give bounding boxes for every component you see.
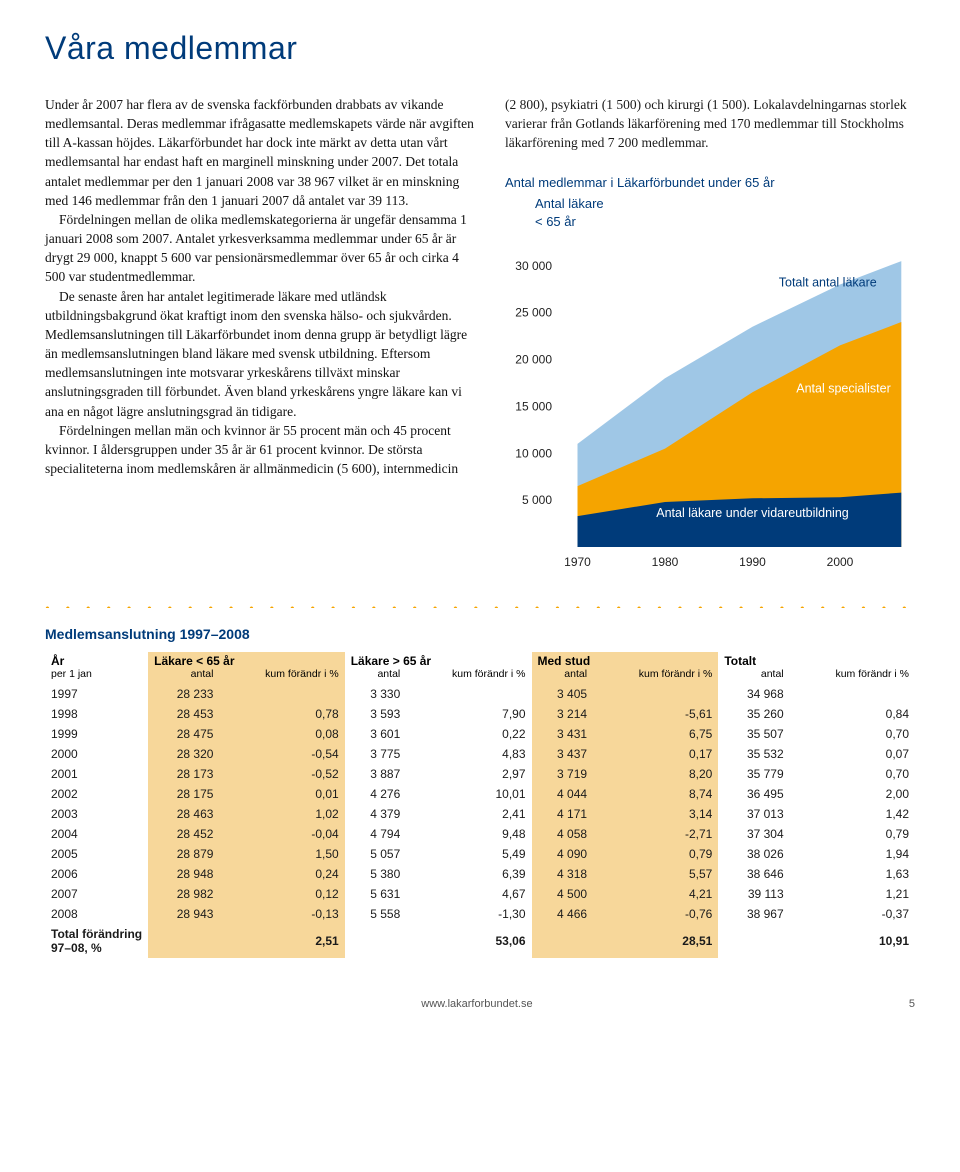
sub-antal: antal <box>148 668 219 684</box>
sub-kum: kum förändr i % <box>406 668 531 684</box>
svg-text:20 000: 20 000 <box>515 352 552 366</box>
table-row: 200628 9480,245 3806,394 3185,5738 6461,… <box>45 864 915 884</box>
svg-text:Antal specialister: Antal specialister <box>796 381 891 395</box>
svg-text:1980: 1980 <box>652 555 679 569</box>
sub-antal: antal <box>532 668 594 684</box>
table-row: 200528 8791,505 0575,494 0900,7938 0261,… <box>45 844 915 864</box>
area-chart: 30 000 25 000 20 000 15 000 10 000 5 000 1970 1… <box>505 242 915 572</box>
col-year-sub: per 1 jan <box>45 668 148 684</box>
table-row: 200428 452-0,044 7949,484 058-2,7137 304… <box>45 824 915 844</box>
membership-table: År Läkare < 65 år Läkare > 65 år Med stu… <box>45 652 915 958</box>
dotted-divider: • • • • • • • • • • • • • • • • • • • • … <box>45 602 915 608</box>
col-group-3: Med stud <box>532 652 719 668</box>
svg-text:Antal läkare under vidareutbil: Antal läkare under vidareutbildning <box>656 506 849 520</box>
chart-subtitle-line: Antal läkare <box>535 196 604 211</box>
table-footer-row: Total förändring97–08, %2,5153,0628,5110… <box>45 924 915 958</box>
svg-text:30 000: 30 000 <box>515 259 552 273</box>
table-row: 200728 9820,125 6314,674 5004,2139 1131,… <box>45 884 915 904</box>
table-row: 199928 4750,083 6010,223 4316,7535 5070,… <box>45 724 915 744</box>
table-row: 200028 320-0,543 7754,833 4370,1735 5320… <box>45 744 915 764</box>
body-paragraph: De senaste åren har antalet legitimerade… <box>45 287 477 421</box>
chart-svg: 30 000 25 000 20 000 15 000 10 000 5 000 1970 1… <box>505 242 915 572</box>
table-row: 200128 173-0,523 8872,973 7198,2035 7790… <box>45 764 915 784</box>
body-paragraph: Under år 2007 har flera av de svenska fa… <box>45 95 477 210</box>
body-paragraph: Fördelningen mellan män och kvinnor är 5… <box>45 421 477 478</box>
table-row: 200228 1750,014 27610,014 0448,7436 4952… <box>45 784 915 804</box>
table-row: 199728 2333 3303 40534 968 <box>45 684 915 704</box>
sub-antal: antal <box>345 668 407 684</box>
col-year: År <box>45 652 148 668</box>
table-row: 200328 4631,024 3792,414 1713,1437 0131,… <box>45 804 915 824</box>
body-paragraph: (2 800), psykiatri (1 500) och kirurgi (… <box>505 95 915 152</box>
table-row: 199828 4530,783 5937,903 214-5,6135 2600… <box>45 704 915 724</box>
col-group-4: Totalt <box>718 652 915 668</box>
left-column: Under år 2007 har flera av de svenska fa… <box>45 95 477 572</box>
table-title: Medlemsanslutning 1997–2008 <box>45 626 915 642</box>
chart-subtitle-line: < 65 år <box>535 214 576 229</box>
footer-url: www.lakarforbundet.se <box>45 998 909 1010</box>
svg-text:2000: 2000 <box>827 555 854 569</box>
sub-kum: kum förändr i % <box>790 668 915 684</box>
chart-title: Antal medlemmar i Läkarförbundet under 6… <box>505 174 915 192</box>
table-row: 200828 943-0,135 558-1,304 466-0,7638 96… <box>45 904 915 924</box>
sub-kum: kum förändr i % <box>593 668 718 684</box>
svg-text:1970: 1970 <box>564 555 591 569</box>
two-column-layout: Under år 2007 har flera av de svenska fa… <box>45 95 915 572</box>
svg-text:5 000: 5 000 <box>522 493 552 507</box>
sub-kum: kum förändr i % <box>219 668 344 684</box>
sub-antal: antal <box>718 668 789 684</box>
svg-text:10 000: 10 000 <box>515 446 552 460</box>
svg-text:1990: 1990 <box>739 555 766 569</box>
body-paragraph: Fördelningen mellan de olika medlemskate… <box>45 210 477 287</box>
chart-subtitle: Antal läkare < 65 år <box>535 195 915 232</box>
right-column: (2 800), psykiatri (1 500) och kirurgi (… <box>505 95 915 572</box>
svg-text:25 000: 25 000 <box>515 305 552 319</box>
col-group-2: Läkare > 65 år <box>345 652 532 668</box>
page-number: 5 <box>909 998 915 1010</box>
svg-text:15 000: 15 000 <box>515 399 552 413</box>
page-footer: www.lakarforbundet.se 5 <box>45 998 915 1010</box>
svg-text:Totalt antal läkare: Totalt antal läkare <box>779 275 877 289</box>
col-group-1: Läkare < 65 år <box>148 652 345 668</box>
page-title: Våra medlemmar <box>45 30 915 67</box>
